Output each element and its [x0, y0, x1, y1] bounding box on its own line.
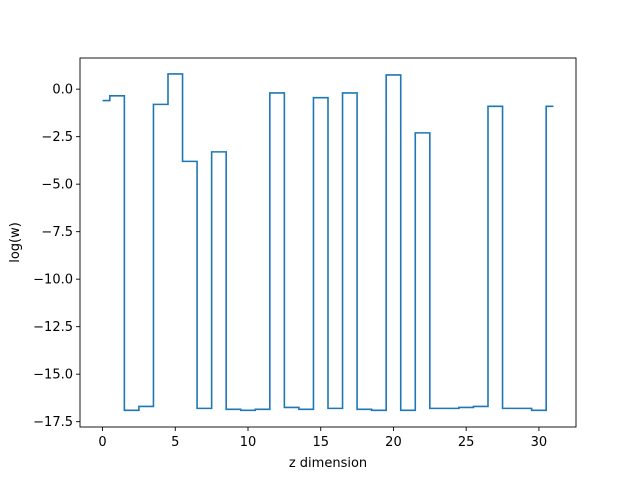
x-tick-label: 30 — [531, 435, 548, 450]
y-tick-label: −10.0 — [33, 273, 73, 288]
x-axis-label: z dimension — [289, 456, 367, 471]
y-tick-label: −5.0 — [41, 178, 73, 193]
x-tick-label: 10 — [240, 435, 257, 450]
x-ticks: 0 5 10 15 20 25 30 — [98, 427, 547, 450]
plot-frame — [79, 57, 577, 428]
y-tick-label: −15.0 — [33, 368, 73, 383]
y-ticks: 0.0 −2.5 −5.0 −7.5 −10.0 −12.5 −15.0 −17.5 — [33, 83, 80, 430]
x-tick-label: 25 — [458, 435, 475, 450]
y-tick-label: −2.5 — [41, 130, 73, 145]
x-tick-label: 15 — [312, 435, 329, 450]
x-tick-label: 20 — [385, 435, 402, 450]
y-tick-label: −12.5 — [33, 320, 73, 335]
y-tick-label: 0.0 — [52, 83, 73, 98]
series-step-line — [102, 73, 554, 412]
x-tick-label: 0 — [98, 435, 106, 450]
x-tick-label: 5 — [171, 435, 179, 450]
y-axis-label: log(w) — [8, 222, 23, 263]
y-tick-label: −17.5 — [33, 415, 73, 430]
y-tick-label: −7.5 — [41, 225, 73, 240]
